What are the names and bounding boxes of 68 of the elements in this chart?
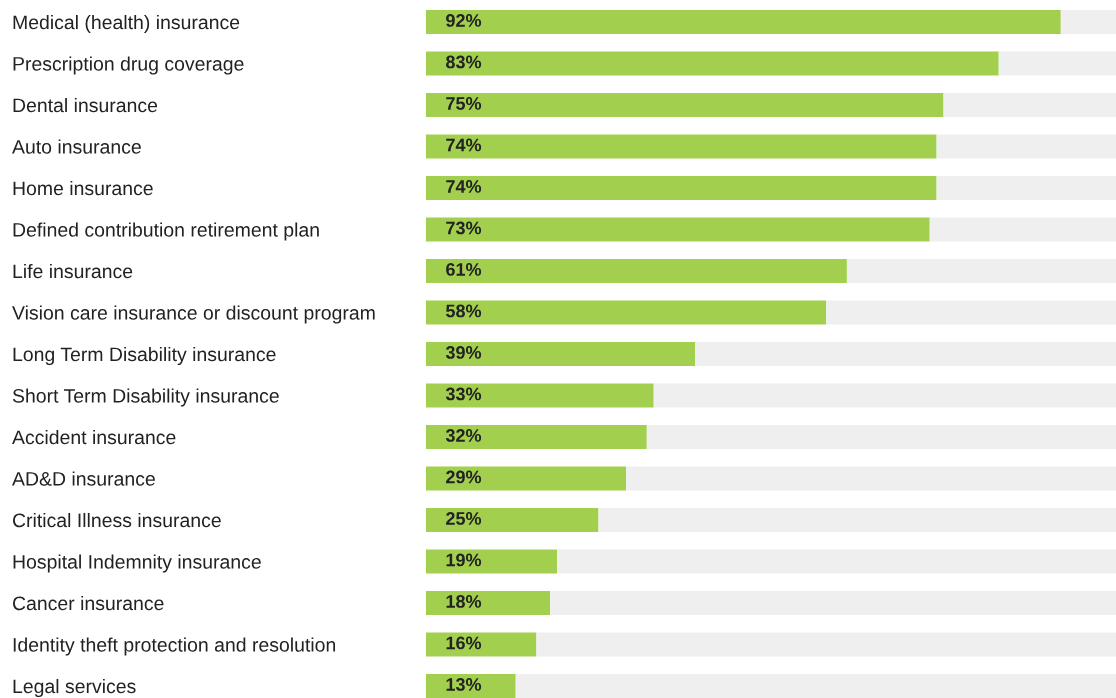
- bar: [515, 673, 1116, 698]
- bar: [943, 92, 1116, 118]
- bar: [426, 134, 937, 159]
- y-tick-label: Critical Illness insurance: [12, 512, 221, 528]
- bar: [426, 175, 937, 201]
- y-tick-label: Prescription drug coverage: [13, 56, 244, 75]
- data-label: 29%: [446, 470, 482, 484]
- y-tick-label: Dental insurance: [13, 97, 158, 113]
- bar: [426, 632, 537, 657]
- bar: [426, 341, 696, 367]
- bar: [426, 590, 551, 616]
- bar: [598, 507, 1116, 533]
- bar: [426, 466, 627, 491]
- data-label: 74%: [446, 180, 482, 193]
- data-label: 61%: [446, 263, 482, 276]
- y-tick-label: Vision care insurance or discount program: [12, 305, 375, 324]
- bar: [426, 507, 599, 533]
- data-label: 73%: [446, 221, 482, 235]
- bar: [426, 383, 654, 408]
- y-tick-label: Home insurance: [13, 180, 153, 196]
- bar: [626, 466, 1116, 491]
- bar: [426, 9, 1061, 35]
- bar: [426, 51, 999, 76]
- data-label: 32%: [445, 429, 482, 442]
- data-label: 16%: [446, 636, 482, 650]
- bar: [550, 590, 1116, 616]
- data-label: 39%: [445, 346, 482, 359]
- y-tick-label: Hospital Indemnity insurance: [13, 554, 261, 573]
- bar: [653, 383, 1116, 408]
- bar: [426, 424, 647, 450]
- bar: [929, 217, 1116, 242]
- y-tick-label: Auto insurance: [12, 139, 141, 154]
- data-label: 92%: [446, 14, 482, 27]
- y-tick-label: Medical (health) insurance: [13, 14, 240, 34]
- bar: [695, 341, 1116, 367]
- bar: [426, 217, 930, 242]
- bar: [426, 549, 558, 574]
- bar: [426, 300, 827, 325]
- bar: [426, 92, 944, 118]
- bar: [536, 632, 1116, 657]
- data-label: 25%: [446, 512, 482, 525]
- bar: [936, 175, 1116, 201]
- data-label: 58%: [446, 304, 482, 318]
- bar: [998, 51, 1116, 76]
- y-tick-label: Cancer insurance: [12, 595, 164, 611]
- y-tick-label: Legal services: [13, 678, 136, 698]
- y-tick-label: Defined contribution retirement plan: [13, 222, 319, 241]
- bar: [557, 549, 1116, 574]
- bar: [826, 300, 1116, 325]
- y-tick-label: AD&D insurance: [12, 471, 155, 486]
- y-tick-label: Identity theft protection and resolution: [13, 637, 336, 656]
- data-label: 19%: [446, 553, 482, 567]
- y-tick-label: Life insurance: [13, 263, 133, 279]
- bar: [936, 134, 1116, 159]
- data-label: 75%: [446, 97, 482, 110]
- bar: [426, 673, 516, 698]
- bar: [646, 424, 1116, 450]
- bar: [426, 258, 847, 284]
- y-tick-label: Long Term Disability insurance: [13, 346, 276, 366]
- data-label: 13%: [446, 678, 482, 691]
- y-tick-label: Accident insurance: [12, 429, 176, 445]
- bar: [846, 258, 1116, 284]
- bar: [1060, 9, 1116, 35]
- data-label: 33%: [445, 387, 482, 401]
- y-tick-label: Short Term Disability insurance: [12, 388, 279, 407]
- data-label: 83%: [446, 55, 482, 69]
- data-label: 18%: [446, 595, 482, 608]
- data-label: 74%: [446, 138, 482, 152]
